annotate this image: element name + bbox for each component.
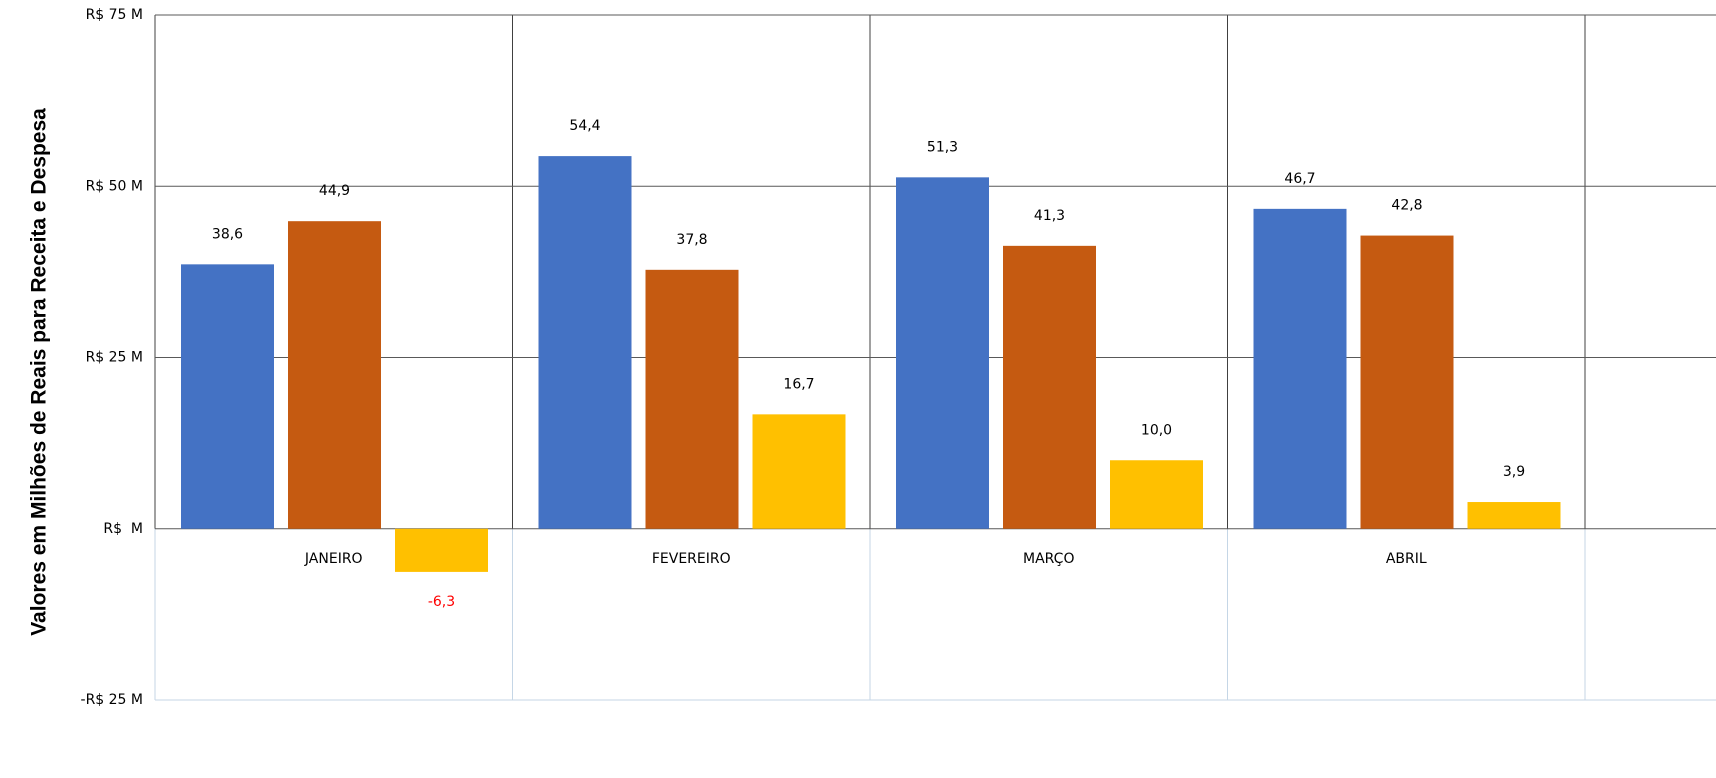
bar	[538, 156, 632, 529]
bar	[1110, 460, 1203, 529]
value-label: 46,7	[1284, 171, 1315, 187]
y-tick-label: R$ 75 M	[86, 7, 143, 23]
value-label: 42,8	[1391, 198, 1422, 214]
y-tick-label: R$ M	[103, 521, 143, 537]
bar	[1253, 208, 1347, 529]
y-axis-title: Valores em Milhões de Reais para Receita…	[28, 108, 51, 636]
y-tick-label: -R$ 25 M	[81, 692, 143, 708]
value-label: 41,3	[1034, 208, 1065, 224]
bar	[1003, 245, 1096, 529]
x-tick-label: MARÇO	[1023, 551, 1074, 567]
x-tick-label: JANEIRO	[304, 551, 363, 567]
value-label: 51,3	[927, 139, 958, 155]
value-label: 37,8	[676, 232, 707, 248]
value-label: 3,9	[1503, 464, 1525, 480]
y-tick-label: R$ 50 M	[86, 178, 143, 194]
bar	[752, 414, 846, 529]
bar	[645, 269, 739, 529]
value-label: 16,7	[783, 376, 814, 392]
bar	[896, 177, 989, 529]
y-tick-label: R$ 25 M	[86, 350, 143, 366]
value-label: 38,6	[212, 226, 243, 242]
x-tick-label: FEVEREIRO	[652, 551, 731, 567]
value-label: 10,0	[1141, 422, 1172, 438]
bar	[395, 528, 488, 572]
value-label: 54,4	[569, 118, 600, 134]
bar	[181, 264, 274, 529]
bar	[1360, 235, 1454, 529]
x-tick-label: ABRIL	[1386, 551, 1427, 567]
value-label: 44,9	[319, 183, 350, 199]
bar	[288, 221, 381, 529]
value-label: -6,3	[428, 594, 455, 610]
bar	[1467, 502, 1561, 529]
